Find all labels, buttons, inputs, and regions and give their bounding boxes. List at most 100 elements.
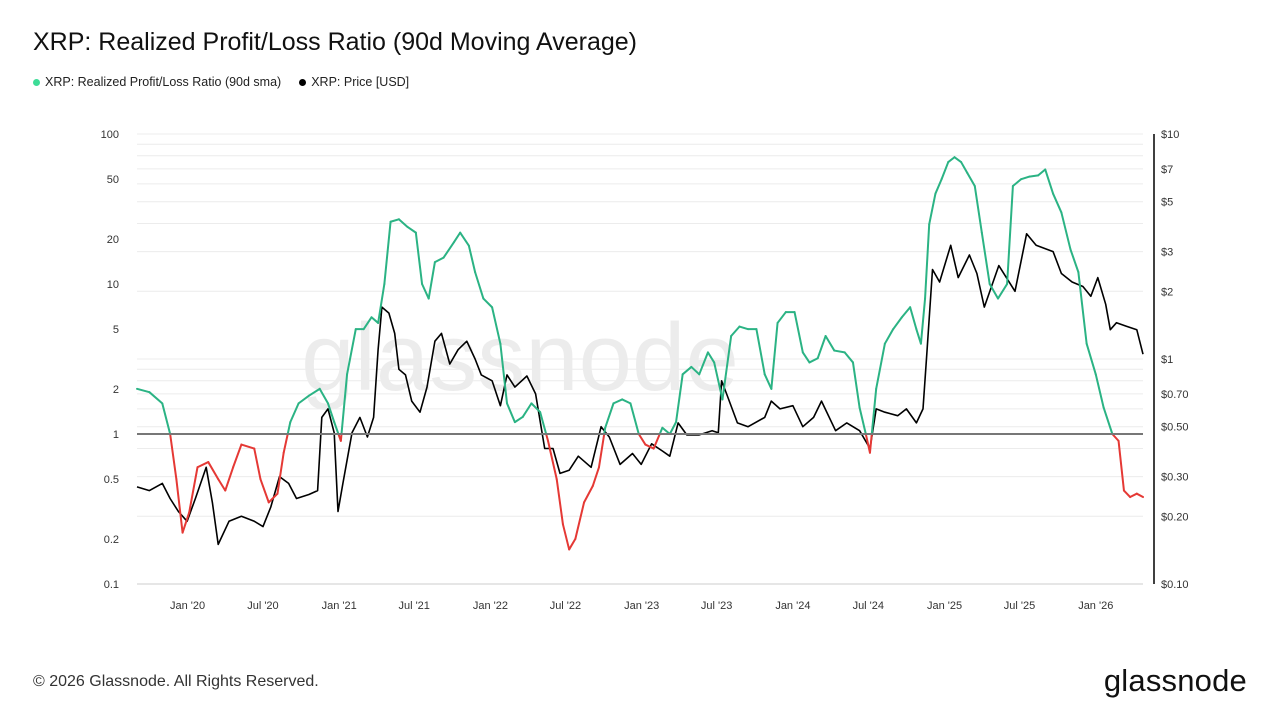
ratio-segment — [452, 231, 462, 244]
ratio-segment — [513, 415, 524, 424]
ratio-segment — [947, 156, 956, 164]
left-tick-label: 0.5 — [104, 474, 119, 486]
right-tick-label: $5 — [1161, 197, 1173, 209]
ratio-segment — [521, 402, 533, 418]
ratio-segment — [980, 231, 991, 285]
x-tick-label: Jan '20 — [170, 600, 205, 612]
ratio-segment — [668, 421, 678, 435]
ratio-segment — [224, 466, 235, 492]
ratio-segment — [833, 349, 846, 354]
ratio-segment — [482, 297, 494, 309]
ratio-segment — [259, 478, 270, 504]
legend-item-ratio[interactable]: XRP: Realized Profit/Loss Ratio (90d sma… — [33, 75, 281, 89]
ratio-segment — [442, 241, 455, 259]
ratio-segment — [253, 447, 262, 481]
ratio-segment — [276, 451, 285, 495]
ratio-segment — [232, 443, 243, 469]
ratio-segment — [1129, 492, 1138, 499]
left-tick-label: 10 — [107, 279, 119, 291]
legend-dot-ratio-icon — [33, 78, 40, 86]
ratio-segment — [1037, 168, 1047, 177]
ratio-segment — [892, 316, 903, 331]
ratio-segment — [474, 271, 485, 300]
left-axis: 100 50 20 10 5 2 1 0.5 0.2 0.1 — [101, 129, 119, 591]
ratio-segment — [858, 406, 867, 435]
ratio-segment — [188, 466, 199, 514]
legend-item-price[interactable]: XRP: Price [USD] — [299, 75, 409, 89]
price-line — [136, 233, 1144, 546]
ratio-segment — [175, 478, 184, 534]
ratio-segment — [267, 492, 279, 504]
x-tick-label: Jul '23 — [701, 600, 732, 612]
glassnode-logo[interactable]: glassnode — [1103, 663, 1247, 698]
ratio-segment — [362, 316, 373, 331]
ratio-segment — [1052, 192, 1063, 214]
chart-title: XRP: Realized Profit/Loss Ratio (90d Mov… — [33, 28, 638, 56]
ratio-segment — [467, 244, 477, 274]
ratio-segment — [1060, 211, 1072, 251]
ratio-segment — [406, 225, 417, 234]
ratio-segment — [307, 387, 321, 397]
ratio-segment — [505, 402, 516, 424]
right-tick-label: $0.20 — [1161, 511, 1189, 523]
ratio-segment — [621, 398, 632, 405]
ratio-segment — [427, 261, 436, 300]
ratio-segment — [1117, 439, 1125, 492]
ratio-segment — [389, 218, 400, 223]
ratio-segment — [539, 411, 548, 435]
ratio-segment — [843, 351, 854, 364]
left-tick-label: 100 — [101, 129, 119, 141]
ratio-segment — [397, 218, 409, 228]
left-tick-label: 1 — [113, 429, 119, 441]
ratio-segment — [545, 433, 550, 442]
ratio-segment — [289, 402, 300, 424]
ratio-segment — [547, 439, 558, 481]
ratio-segment — [960, 161, 969, 174]
ratio-segment — [591, 466, 600, 488]
ratio-segment — [690, 365, 701, 376]
ratio-segment — [282, 433, 289, 454]
ratio-segment — [851, 361, 861, 409]
ratio-segment — [568, 537, 577, 551]
ratio-segment — [574, 501, 586, 540]
ratio-segment — [136, 387, 151, 394]
ratio-segment — [597, 433, 606, 469]
ratio-segment — [1122, 489, 1132, 499]
x-tick-label: Jan '24 — [775, 600, 810, 612]
ratio-segment — [793, 311, 804, 354]
ratio-segment — [652, 433, 661, 450]
ratio-segment — [770, 321, 779, 390]
ratio-segment — [340, 373, 349, 435]
left-tick-label: 5 — [113, 324, 119, 336]
ratio-segment — [763, 373, 773, 390]
ratio-segment — [286, 421, 292, 435]
x-tick-label: Jul '24 — [853, 600, 884, 612]
ratio-segment — [318, 387, 330, 405]
watermark: glassnode — [301, 304, 739, 411]
ratio-segment — [681, 365, 693, 376]
ratio-segment — [940, 161, 950, 181]
ratio-segment — [339, 433, 343, 442]
right-tick-label: $0.30 — [1161, 472, 1189, 484]
ratio-segment — [583, 485, 594, 504]
ratio-segment — [370, 316, 380, 324]
ratio-segment — [1006, 185, 1014, 285]
ratio-series — [136, 156, 1144, 551]
ratio-segment — [604, 402, 615, 429]
ratio-segment — [919, 297, 927, 345]
ratio-segment — [928, 192, 937, 226]
ratio-segment — [433, 256, 445, 264]
ratio-segment — [297, 394, 310, 405]
ratio-segment — [966, 171, 976, 188]
ratio-segment — [555, 478, 564, 526]
x-tick-label: Jan '25 — [927, 600, 962, 612]
ratio-segment — [612, 398, 624, 405]
ratio-segment — [868, 433, 873, 454]
ratio-segment — [996, 283, 1009, 300]
right-tick-label: $3 — [1161, 247, 1173, 259]
ratio-segment — [658, 426, 664, 435]
ratio-segment — [499, 342, 508, 405]
left-tick-label: 0.2 — [104, 534, 119, 546]
ratio-segment — [421, 283, 430, 300]
ratio-segment — [988, 283, 999, 300]
